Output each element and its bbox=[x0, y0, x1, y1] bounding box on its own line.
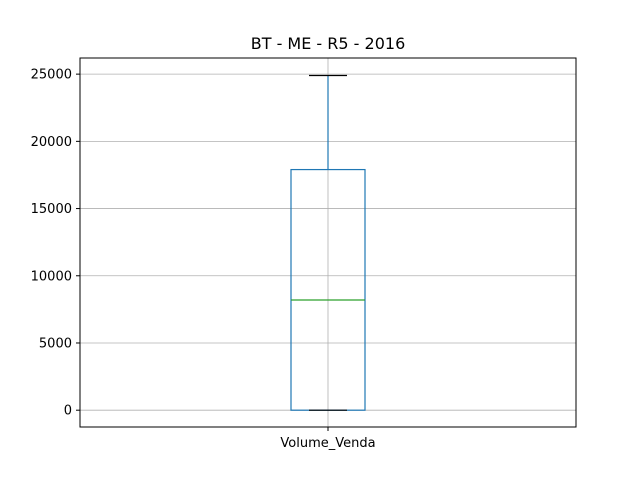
y-tick-label: 5000 bbox=[39, 336, 72, 351]
y-tick-label: 10000 bbox=[31, 269, 72, 284]
plot-layer bbox=[290, 74, 366, 411]
y-tick-label: 25000 bbox=[31, 68, 72, 83]
x-tick-label: Volume_Venda bbox=[280, 436, 375, 451]
axis-layer: 0 5000 10000 15000 20000 25000 Volume_Venda bbox=[31, 57, 577, 451]
y-tick-label: 20000 bbox=[31, 135, 72, 150]
y-tick-label: 15000 bbox=[31, 202, 72, 217]
chart-title: BT - ME - R5 - 2016 bbox=[251, 34, 406, 53]
y-tick-label: 0 bbox=[64, 404, 72, 419]
